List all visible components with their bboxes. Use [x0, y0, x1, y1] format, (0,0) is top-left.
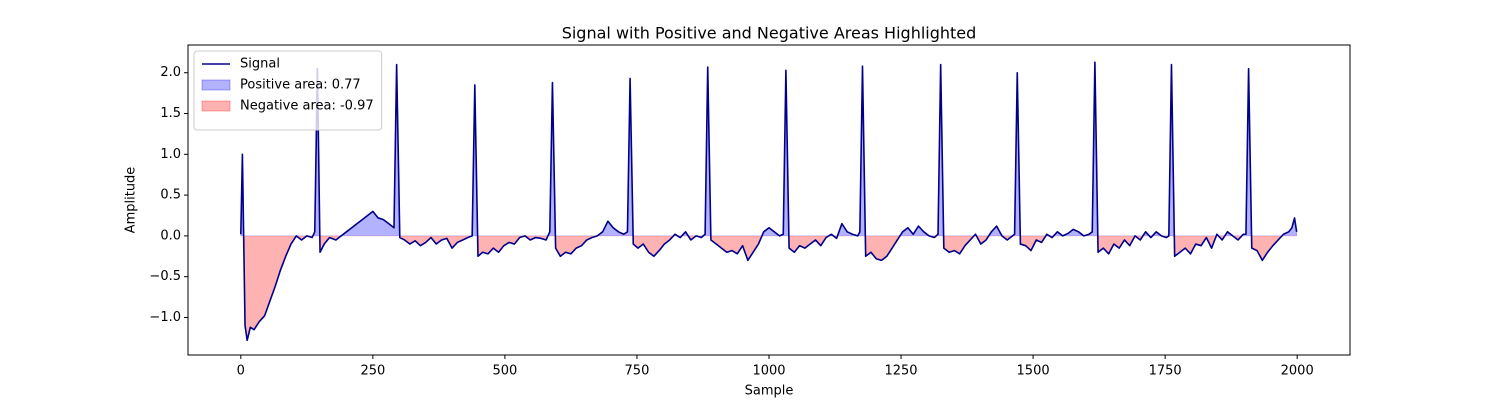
- signal-line: [240, 61, 1298, 342]
- y-tick-label: 2.0: [160, 65, 181, 80]
- x-tick-label: 250: [360, 364, 385, 379]
- legend-box: [193, 50, 383, 131]
- y-tick-label: −1.0: [149, 310, 181, 325]
- y-tick-label: 1.5: [160, 106, 181, 121]
- legend-label: Positive area: 0.77: [240, 78, 361, 93]
- legend-label: Signal: [240, 57, 280, 72]
- plot-area: [240, 61, 1298, 342]
- y-axis-label: Amplitude: [124, 167, 139, 234]
- x-tick-label: 750: [625, 364, 650, 379]
- legend-patch: [201, 79, 231, 91]
- y-tick-label: 0.0: [160, 228, 181, 243]
- x-tick-label: 0: [237, 364, 245, 379]
- x-tick-label: 500: [492, 364, 517, 379]
- axes-frame: [187, 44, 1351, 356]
- x-tick-label: 1750: [1149, 364, 1182, 379]
- y-tick-label: 0.5: [160, 188, 181, 203]
- x-tick-label: 1500: [1017, 364, 1050, 379]
- x-tick-label: 1000: [752, 364, 785, 379]
- chart-title: Signal with Positive and Negative Areas …: [562, 24, 977, 43]
- legend-patch: [201, 100, 231, 112]
- x-tick-label: 1250: [884, 364, 917, 379]
- y-tick-label: −0.5: [149, 269, 181, 284]
- legend-label: Negative area: -0.97: [240, 99, 374, 114]
- x-tick-label: 2000: [1281, 364, 1314, 379]
- x-axis-label: Sample: [745, 384, 794, 399]
- y-tick-label: 1.0: [160, 147, 181, 162]
